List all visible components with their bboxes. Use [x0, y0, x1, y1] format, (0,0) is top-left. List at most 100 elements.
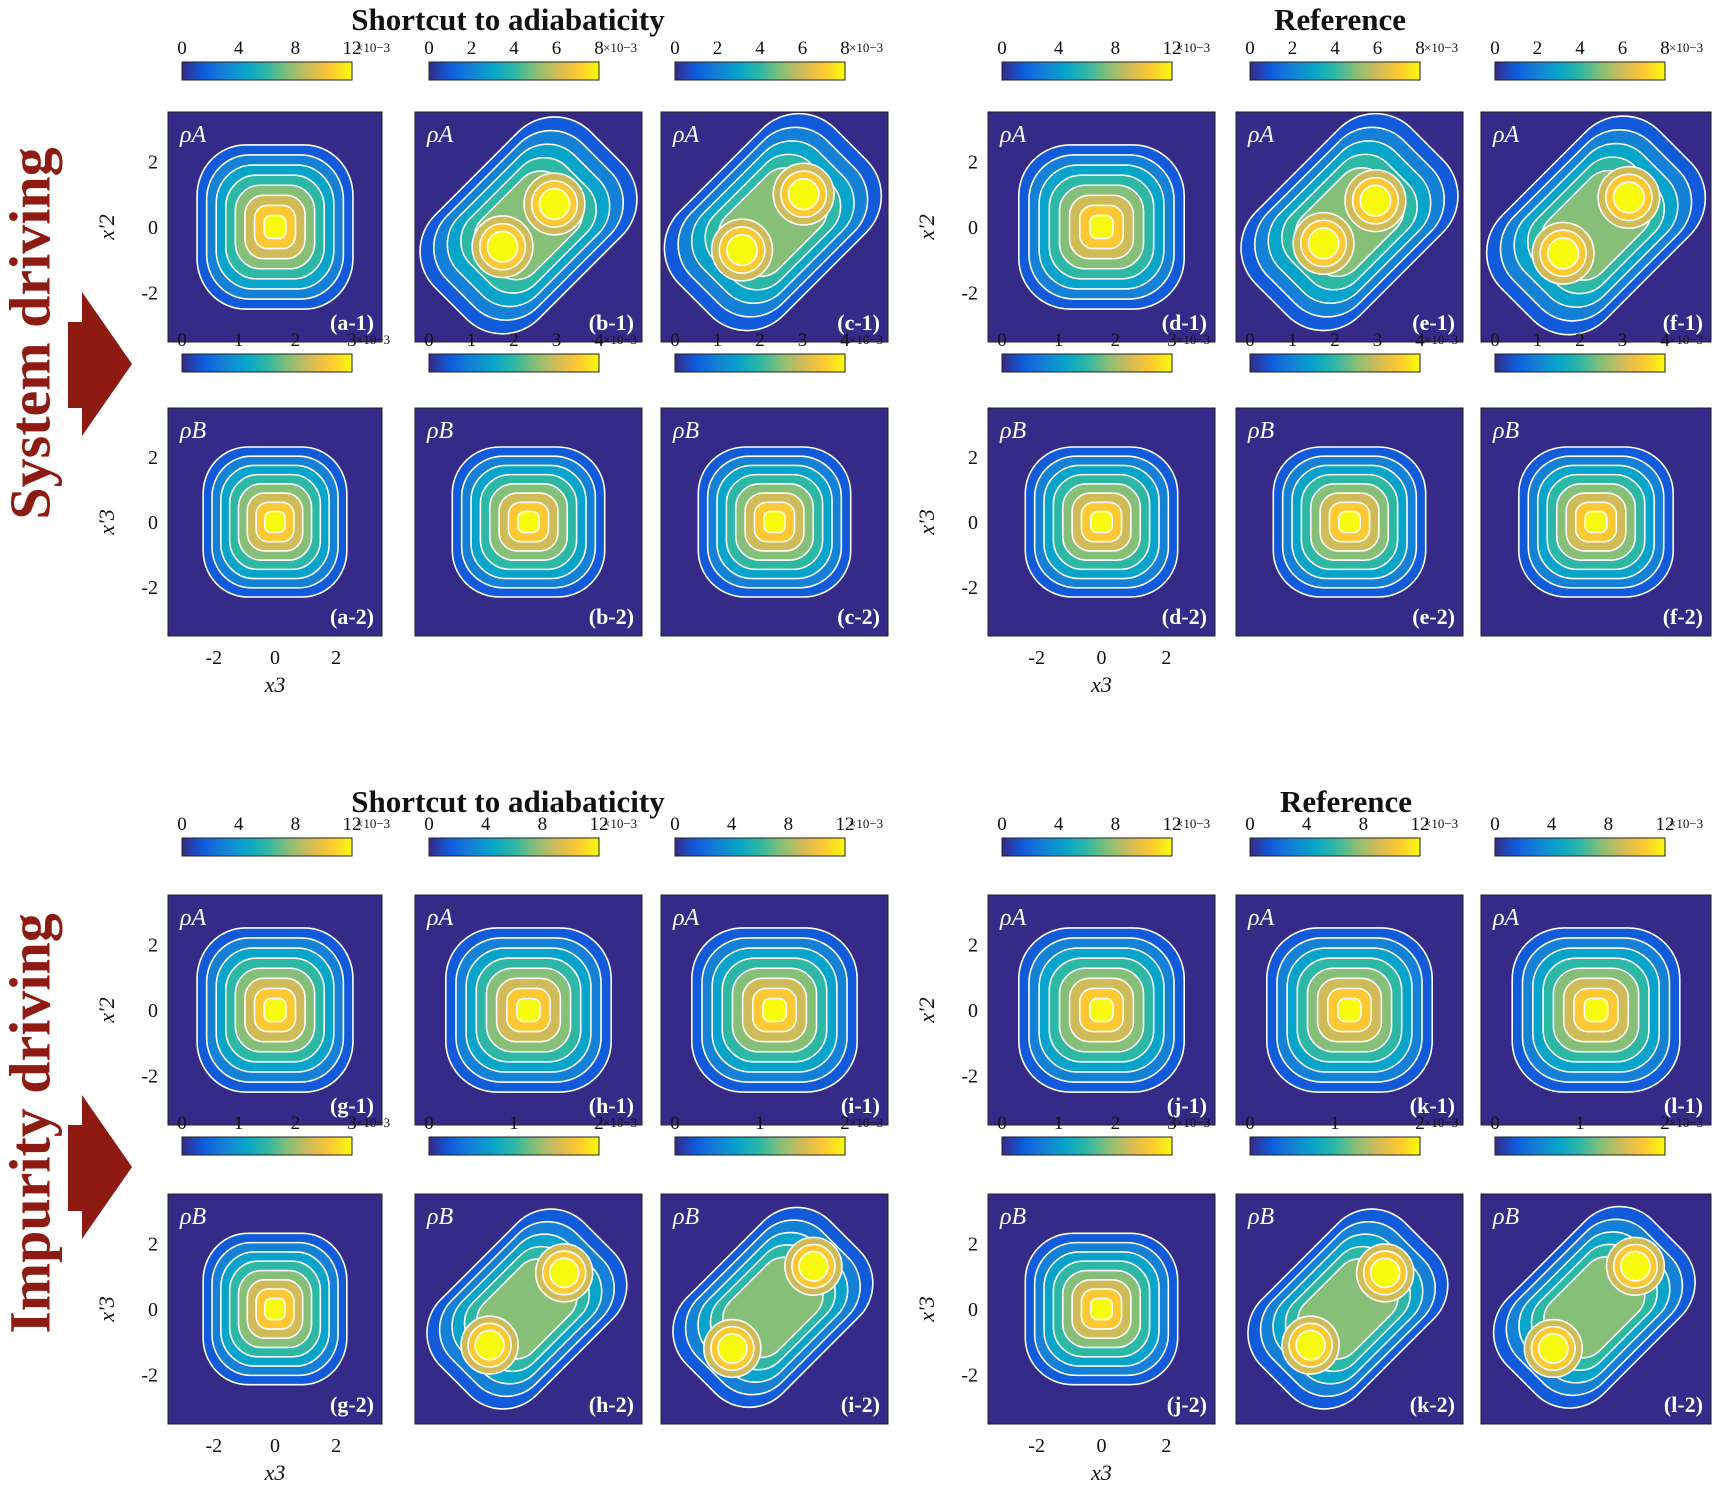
colorbar-tick-b-2: 2 [509, 330, 519, 351]
colorbar-c-2 [674, 353, 846, 373]
colorbar-exponent-l-1: ×10−3 [1669, 816, 1703, 831]
contour-band-k-2 [1295, 1329, 1326, 1361]
x-tick-g-2: 2 [331, 1435, 341, 1457]
colorbar-exponent-d-2: ×10−3 [1176, 332, 1210, 347]
x-tick-d-2: 2 [1161, 647, 1171, 669]
colorbar-tick-h-1: 0 [424, 814, 434, 835]
colorbar-tick-b-2: 1 [467, 330, 477, 351]
contour-band-h-2 [474, 1329, 505, 1361]
colorbar-tick-i-2: 1 [755, 1113, 765, 1134]
colorbar-tick-d-2: 2 [1111, 330, 1121, 351]
contour-band-e-2 [1338, 510, 1361, 534]
panel-c-1: ρA (c-1) [660, 111, 889, 343]
colorbar-tick-i-2: 2 [840, 1113, 850, 1134]
colorbar-l-1 [1494, 837, 1666, 857]
colorbar-exponent-g-1: ×10−3 [356, 816, 390, 831]
colorbar-tick-k-2: 2 [1415, 1113, 1425, 1134]
panel-l-2: ρB (l-2) [1480, 1193, 1712, 1425]
colorbar-tick-h-2: 2 [594, 1113, 604, 1134]
colorbar-g-1 [181, 837, 353, 857]
colorbar-tick-f-2: 0 [1490, 330, 1500, 351]
colorbar-tick-a-1: 4 [234, 38, 244, 59]
colorbar-tick-h-2: 0 [424, 1113, 434, 1134]
colorbar-exponent-e-2: ×10−3 [1424, 332, 1458, 347]
colorbar-c-1 [674, 61, 846, 81]
x-tick-j-2: -2 [1028, 1435, 1045, 1457]
contour-band-i-2 [798, 1250, 829, 1282]
x-axis-label-g-2: x3 [264, 1460, 286, 1485]
colorbar-tick-l-2: 1 [1575, 1113, 1585, 1134]
colorbar-exponent-c-2: ×10−3 [849, 332, 883, 347]
panel-id-g-1: (g-1) [330, 1093, 374, 1118]
section-title-ref-bottom: Reference [1280, 784, 1412, 819]
colorbar-d-1 [1001, 61, 1173, 81]
colorbar-tick-a-1: 12 [343, 38, 362, 59]
colorbar-exponent-b-2: ×10−3 [603, 332, 637, 347]
panel-f-1: ρA (f-1) [1480, 111, 1712, 343]
y-axis-label-g-1: x'2 [94, 997, 119, 1023]
contour-band-h-1 [516, 997, 541, 1023]
colorbar-tick-e-2: 4 [1415, 330, 1425, 351]
density-label-b-2: ρB [426, 418, 454, 444]
contour-band-k-2 [1369, 1257, 1401, 1289]
colorbar-f-2 [1494, 353, 1666, 373]
colorbar-tick-e-2: 2 [1330, 330, 1340, 351]
colorbar-tick-f-1: 4 [1575, 38, 1585, 59]
colorbar-tick-f-1: 0 [1490, 38, 1500, 59]
contour-band-h-2 [548, 1257, 580, 1289]
colorbar-tick-b-1: 4 [509, 38, 519, 59]
colorbar-exponent-k-2: ×10−3 [1424, 1115, 1458, 1130]
colorbar-tick-j-2: 1 [1054, 1113, 1064, 1134]
y-tick-d-1: 0 [968, 217, 978, 239]
density-label-c-1: ρA [672, 122, 700, 148]
panel-id-e-2: (e-2) [1412, 604, 1455, 629]
panel-id-b-1: (b-1) [589, 310, 634, 335]
section-title-ref-top: Reference [1274, 2, 1406, 37]
y-axis-label-d-1: x'2 [914, 214, 939, 240]
panel-id-j-1: (j-1) [1167, 1093, 1207, 1118]
x-tick-j-2: 2 [1161, 1435, 1171, 1457]
colorbar-tick-e-1: 4 [1330, 38, 1340, 59]
panel-id-i-2: (i-2) [841, 1392, 880, 1417]
panel-b-2: ρB (b-2) [414, 407, 643, 637]
density-label-e-1: ρA [1247, 122, 1275, 148]
contour-band-a-2 [264, 510, 286, 534]
panel-id-l-1: (l-1) [1664, 1093, 1703, 1118]
colorbar-i-1 [674, 837, 846, 857]
density-label-a-1: ρA [179, 122, 207, 148]
density-label-j-2: ρB [999, 1204, 1027, 1230]
y-tick-j-2: 2 [968, 1233, 978, 1255]
colorbar-exponent-k-1: ×10−3 [1424, 816, 1458, 831]
contour-band-i-2 [717, 1332, 748, 1364]
colorbar-tick-l-1: 0 [1490, 814, 1500, 835]
colorbar-tick-f-1: 6 [1618, 38, 1628, 59]
panel-l-1: ρA (l-1) [1480, 894, 1712, 1126]
colorbar-tick-k-2: 0 [1245, 1113, 1255, 1134]
colorbar-exponent-a-2: ×10−3 [356, 332, 390, 347]
colorbar-tick-k-2: 1 [1330, 1113, 1340, 1134]
colorbar-tick-c-1: 6 [798, 38, 808, 59]
y-tick-j-1: 2 [968, 934, 978, 956]
panel-id-b-2: (b-2) [589, 604, 634, 629]
x-tick-a-2: -2 [206, 647, 223, 669]
colorbar-tick-b-2: 3 [552, 330, 562, 351]
colorbar-tick-e-2: 3 [1373, 330, 1383, 351]
colorbar-tick-e-1: 0 [1245, 38, 1255, 59]
colorbar-tick-g-2: 1 [234, 1113, 244, 1134]
colorbar-tick-j-1: 4 [1054, 814, 1064, 835]
colorbar-a-2 [181, 353, 353, 373]
panel-id-h-1: (h-1) [589, 1093, 634, 1118]
colorbar-tick-j-1: 12 [1163, 814, 1182, 835]
density-label-g-1: ρA [179, 905, 207, 931]
colorbar-tick-g-2: 3 [347, 1113, 357, 1134]
y-axis-label-g-2: x'3 [94, 1296, 119, 1322]
panel-id-f-2: (f-2) [1663, 604, 1703, 629]
panel-a-2: ρB (a-2) [167, 407, 383, 637]
contour-band-f-1 [1546, 237, 1580, 270]
panel-c-2: ρB (c-2) [660, 407, 889, 637]
y-tick-d-1: -2 [961, 283, 978, 305]
density-label-i-1: ρA [672, 905, 700, 931]
colorbar-d-2 [1001, 353, 1173, 373]
colorbar-tick-l-1: 12 [1656, 814, 1675, 835]
contour-band-g-1 [263, 997, 287, 1023]
